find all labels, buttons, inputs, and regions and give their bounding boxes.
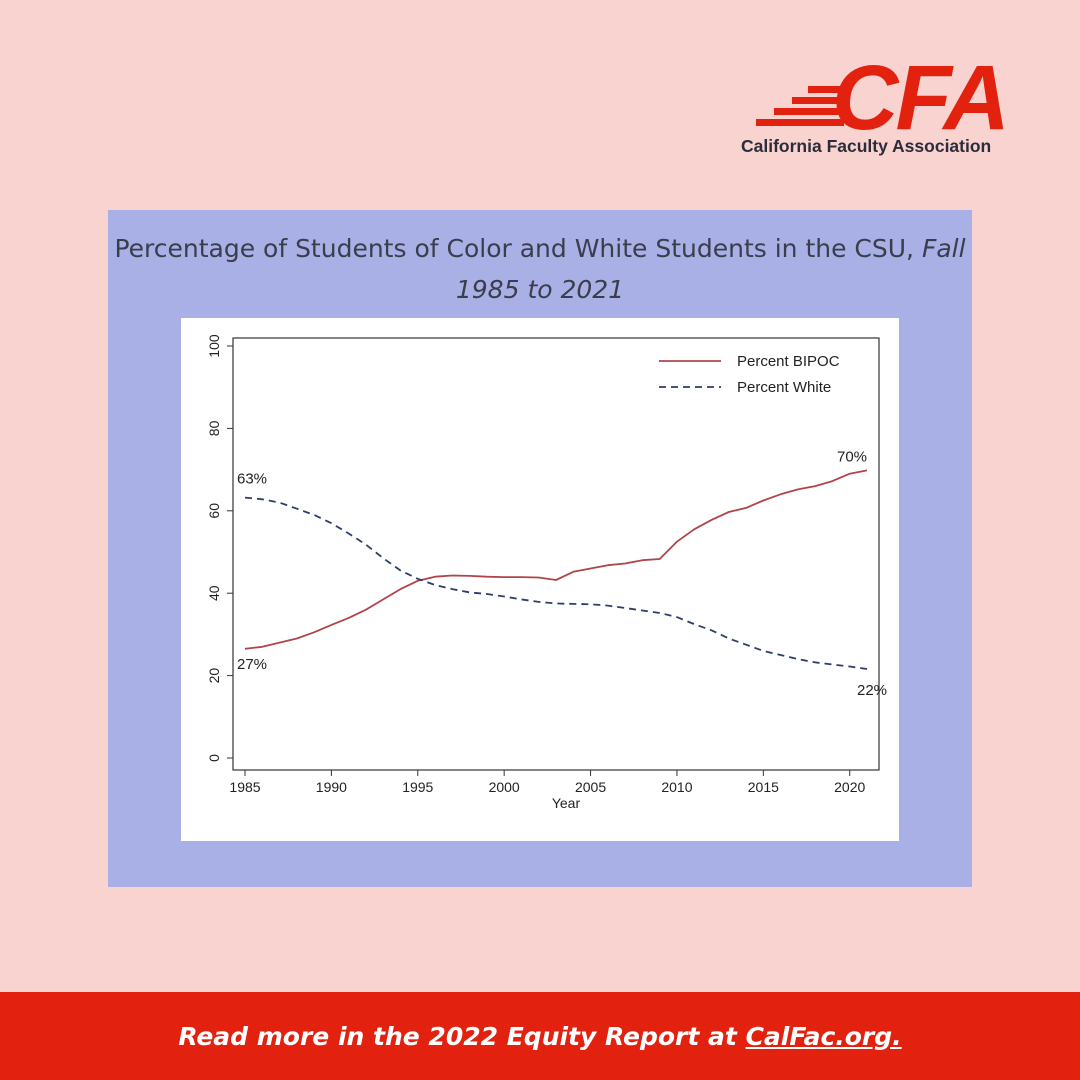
data-annotation: 70% <box>837 448 867 465</box>
x-tick-label: 2015 <box>748 779 779 795</box>
logo-stripes <box>754 86 844 146</box>
x-tick-label: 2020 <box>834 779 865 795</box>
data-annotation: 22% <box>857 682 887 699</box>
data-annotation: 63% <box>237 471 267 488</box>
plot-frame <box>232 337 880 771</box>
x-tick-label: 1995 <box>402 779 433 795</box>
y-tick-label: 80 <box>206 420 222 436</box>
y-tick-label: 40 <box>206 585 222 601</box>
calfac-link[interactable]: CalFac.org. <box>745 1021 902 1051</box>
x-tick-label: 2010 <box>661 779 692 795</box>
legend-label: Percent BIPOC <box>737 353 840 370</box>
y-tick-label: 100 <box>206 334 222 358</box>
x-tick-label: 2000 <box>489 779 520 795</box>
line-chart: 0 20 40 60 80 100 1985 1990 1995 2000 2005 2010 2015… <box>206 334 887 811</box>
chart-title-main: Percentage of Students of Color and Whit… <box>114 234 922 263</box>
y-tick-label: 60 <box>206 503 222 519</box>
cfa-logo: CFA California Faculty Association <box>740 52 1010 162</box>
footer-text: Read more in the 2022 Equity Report at <box>178 1021 737 1051</box>
logo-organization-name: California Faculty Association <box>741 136 992 156</box>
chart-panel: Percentage of Students of Color and Whit… <box>108 210 972 887</box>
footer-banner: Read more in the 2022 Equity Report at C… <box>0 992 1080 1080</box>
x-tick-label: 1985 <box>229 779 260 795</box>
chart-title: Percentage of Students of Color and Whit… <box>108 228 972 310</box>
logo-mark: CFA <box>832 47 1010 149</box>
y-tick-label: 0 <box>206 754 222 762</box>
x-axis-label: Year <box>552 795 581 811</box>
legend-label: Percent White <box>737 379 831 396</box>
x-tick-label: 2005 <box>575 779 606 795</box>
x-tick-label: 1990 <box>316 779 347 795</box>
chart-title-italic: Fall 1985 to 2021 <box>455 234 966 304</box>
data-annotation: 27% <box>237 656 267 673</box>
series-line-white <box>244 496 868 670</box>
y-tick-label: 20 <box>206 668 222 684</box>
series-line-bipoc <box>244 469 868 650</box>
chart-area: 0 20 40 60 80 100 1985 1990 1995 2000 2005 2010 2015… <box>181 318 899 841</box>
